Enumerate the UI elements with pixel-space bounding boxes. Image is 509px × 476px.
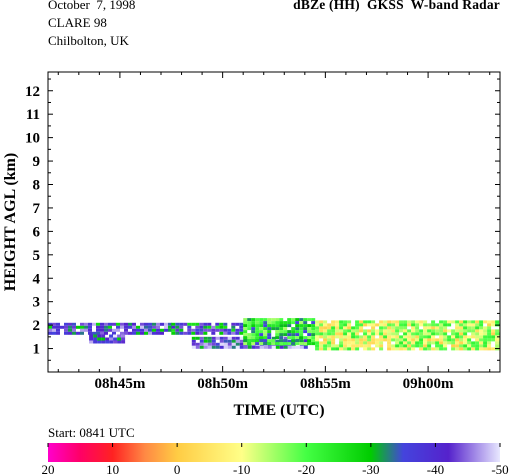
echo-region-low-level-cloud-west <box>48 322 172 335</box>
plot-frame <box>47 71 501 373</box>
colorbar-tick-label: -10 <box>233 462 250 476</box>
colorbar-tick-label: 0 <box>174 462 181 476</box>
reflectivity-field <box>48 318 500 351</box>
header-info: October 7, 1998 CLARE 98 Chilbolton, UK <box>48 0 135 50</box>
location-label: Chilbolton, UK <box>48 33 129 48</box>
y-tick-label: 7 <box>33 201 41 217</box>
colorbar-ticks: 20 10 0 -10 -20 -30 -40 -50 <box>42 443 509 476</box>
y-tick-label: 12 <box>25 84 40 100</box>
echo-region-low-level-cloud-central <box>171 322 244 335</box>
x-tick-label: 08h55m <box>300 376 351 392</box>
y-tick-label: 1 <box>33 342 41 358</box>
y-tick-label: 8 <box>33 178 41 194</box>
colorbar <box>48 443 500 462</box>
x-axis-label: TIME (UTC) <box>233 402 324 419</box>
date-label: October 7, 1998 <box>48 0 136 12</box>
x-tick-label: 08h50m <box>197 376 248 392</box>
echo-region-transition-region <box>243 318 316 346</box>
colorbar-tick-label: 20 <box>42 462 55 476</box>
y-tick-label: 9 <box>33 154 41 170</box>
colorbar-tick-label: -40 <box>427 462 444 476</box>
y-tick-label: 6 <box>33 224 41 240</box>
y-tick-label: 11 <box>26 107 40 123</box>
echo-region-drizzling-stratocumulus-east <box>315 320 500 351</box>
chart-title: dBZe (HH) GKSS W-band Radar <box>293 0 500 12</box>
x-tick-label: 08h45m <box>94 376 145 392</box>
y-tick-label: 4 <box>33 271 41 287</box>
y-tick-label: 10 <box>25 131 40 147</box>
x-axis: 08h45m 08h50m 08h55m 09h00m <box>57 72 491 392</box>
y-axis-label: HEIGHT AGL (km) <box>2 153 19 291</box>
echo-region-drizzle-patches-west <box>89 334 126 344</box>
colorbar-tick-label: -20 <box>298 462 315 476</box>
x-tick-label: 09h00m <box>403 376 454 392</box>
colorbar-tick-label: -30 <box>362 462 379 476</box>
colorbar-start-label: Start: 0841 UTC <box>48 425 135 440</box>
colorbar-tick-label: -50 <box>491 462 508 476</box>
colorbar-tick-label: 10 <box>106 462 119 476</box>
y-tick-label: 5 <box>33 248 41 264</box>
y-tick-label: 2 <box>33 318 41 334</box>
y-tick-label: 3 <box>33 295 41 311</box>
campaign-label: CLARE 98 <box>48 15 107 30</box>
